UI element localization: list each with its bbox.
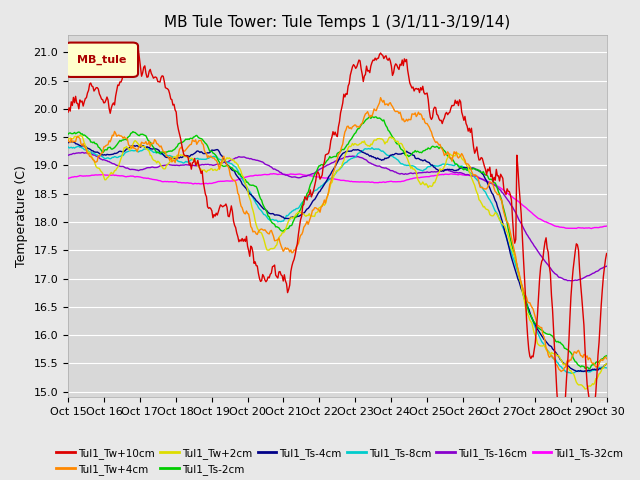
Text: MB_tule: MB_tule (77, 54, 126, 65)
Title: MB Tule Tower: Tule Temps 1 (3/1/11-3/19/14): MB Tule Tower: Tule Temps 1 (3/1/11-3/19… (164, 15, 511, 30)
Legend: Tul1_Tw+10cm, Tul1_Tw+4cm, Tul1_Tw+2cm, Tul1_Ts-2cm, Tul1_Ts-4cm, Tul1_Ts-8cm, T: Tul1_Tw+10cm, Tul1_Tw+4cm, Tul1_Tw+2cm, … (56, 448, 623, 475)
Y-axis label: Temperature (C): Temperature (C) (15, 166, 28, 267)
FancyBboxPatch shape (65, 43, 138, 77)
